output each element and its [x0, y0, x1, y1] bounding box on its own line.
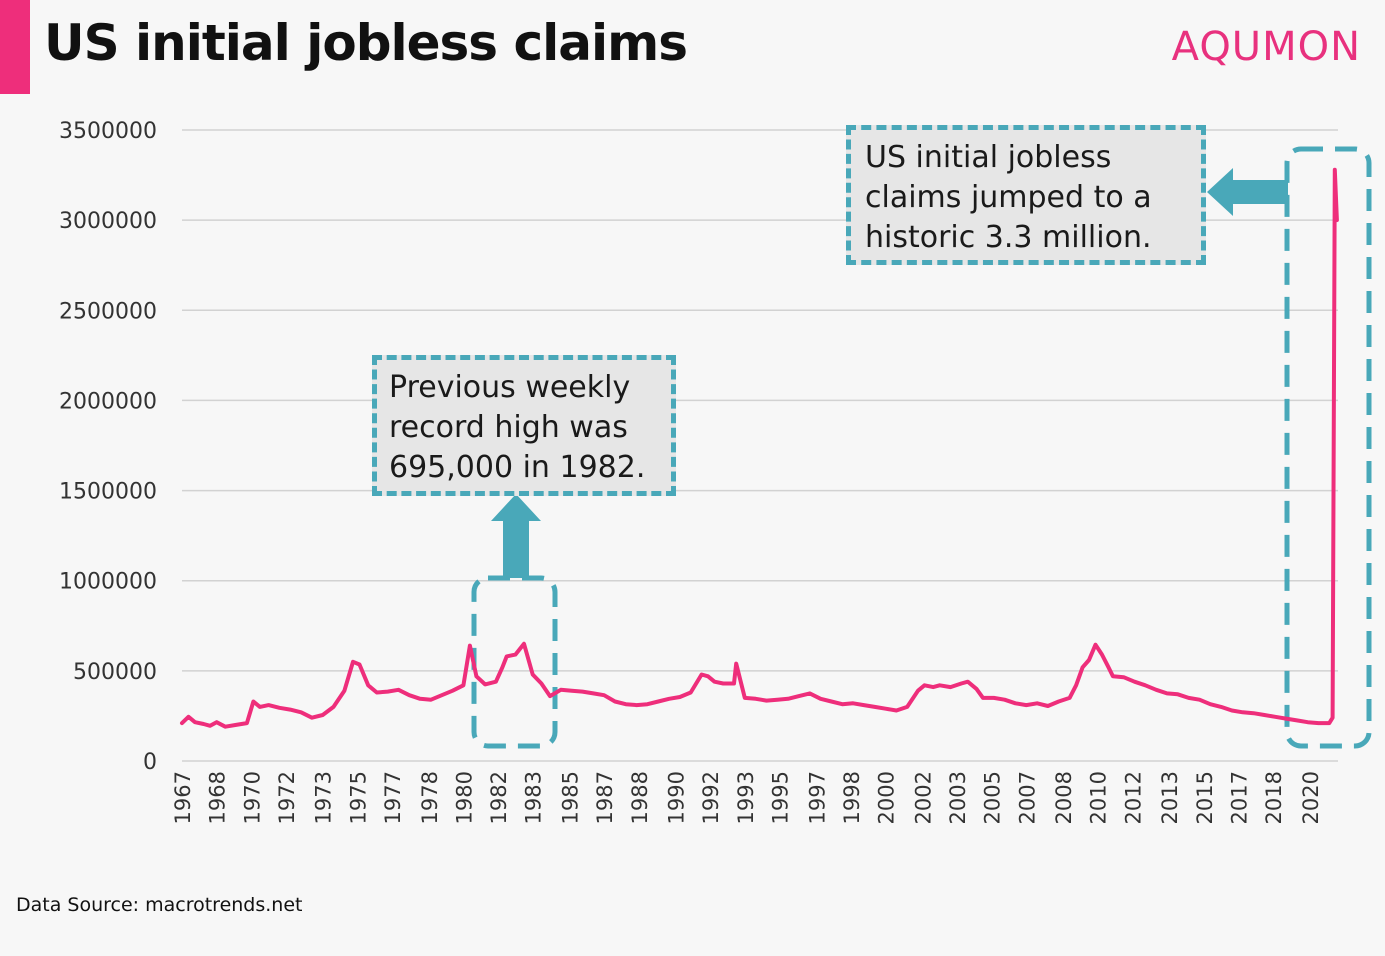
x-tick-label: 2000 — [875, 771, 899, 824]
annotation-1982-record: Previous weekly record high was 695,000 … — [372, 355, 676, 496]
x-tick-label: 2002 — [911, 771, 935, 824]
y-axis-tick-labels: 0 500000 1000000 1500000 2000000 2500000 30000… — [59, 119, 157, 775]
x-tick-label: 2020 — [1299, 771, 1323, 824]
arrow-up-icon — [491, 494, 541, 578]
x-tick-label: 1983 — [522, 771, 546, 824]
x-tick-label: 1993 — [734, 771, 758, 824]
annotation-2020-line-3: historic 3.3 million. — [865, 220, 1152, 255]
x-tick-label: 1973 — [312, 771, 336, 824]
annotation-callouts — [471, 146, 1372, 749]
y-tick-label: 1000000 — [59, 570, 157, 595]
x-tick-label: 1978 — [418, 771, 442, 824]
x-tick-label: 1990 — [665, 771, 689, 824]
x-tick-label: 1975 — [346, 771, 370, 824]
y-tick-label: 500000 — [73, 660, 157, 685]
x-tick-label: 1970 — [240, 771, 264, 824]
title-accent-bar — [0, 0, 30, 94]
x-tick-label: 1997 — [805, 771, 829, 824]
annotation-2020-line-1: US initial jobless — [865, 140, 1112, 175]
x-tick-label: 2007 — [1015, 771, 1039, 824]
x-tick-label: 2018 — [1262, 771, 1286, 824]
data-source-note: Data Source: macrotrends.net — [16, 894, 303, 916]
x-tick-label: 2008 — [1052, 771, 1076, 824]
y-tick-label: 1500000 — [59, 480, 157, 505]
x-axis-tick-labels: 1967 1968 1970 1972 1973 1975 1977 1978 1980 1982… — [171, 771, 1323, 824]
x-tick-label: 2003 — [946, 771, 970, 824]
annotation-2020-record: US initial jobless claims jumped to a hi… — [846, 125, 1206, 265]
x-tick-label: 2015 — [1193, 771, 1217, 824]
x-tick-label: 1987 — [593, 771, 617, 824]
x-tick-label: 1998 — [840, 771, 864, 824]
brand-logo: AQUMON — [1171, 24, 1361, 70]
annotation-1982-line-3: 695,000 in 1982. — [389, 450, 646, 485]
x-tick-label: 1968 — [206, 771, 230, 824]
y-tick-label: 3000000 — [59, 209, 157, 234]
x-tick-label: 1977 — [381, 771, 405, 824]
x-tick-label: 1992 — [699, 771, 723, 824]
annotation-1982-line-1: Previous weekly — [389, 370, 631, 405]
y-tick-label: 0 — [143, 750, 157, 775]
arrow-left-icon — [1207, 168, 1288, 216]
x-tick-label: 1988 — [628, 771, 652, 824]
highlight-frame-2020 — [1284, 146, 1372, 749]
annotation-1982-line-2: record high was — [389, 410, 628, 445]
annotation-2020-line-2: claims jumped to a — [865, 180, 1152, 215]
chart-title: US initial jobless claims — [44, 14, 688, 72]
x-tick-label: 2017 — [1227, 771, 1251, 824]
x-tick-label: 2005 — [981, 771, 1005, 824]
x-tick-label: 2012 — [1121, 771, 1145, 824]
x-tick-label: 1995 — [768, 771, 792, 824]
x-tick-label: 1985 — [558, 771, 582, 824]
y-tick-label: 3500000 — [59, 119, 157, 144]
x-tick-label: 1980 — [452, 771, 476, 824]
y-tick-label: 2500000 — [59, 299, 157, 324]
x-tick-label: 2013 — [1158, 771, 1182, 824]
x-tick-label: 1982 — [487, 771, 511, 824]
x-tick-label: 1967 — [171, 771, 195, 824]
y-tick-label: 2000000 — [59, 389, 157, 414]
series-line — [180, 167, 1339, 729]
highlight-frame-1982 — [471, 575, 558, 749]
x-tick-label: 1972 — [275, 771, 299, 824]
x-tick-label: 2010 — [1087, 771, 1111, 824]
